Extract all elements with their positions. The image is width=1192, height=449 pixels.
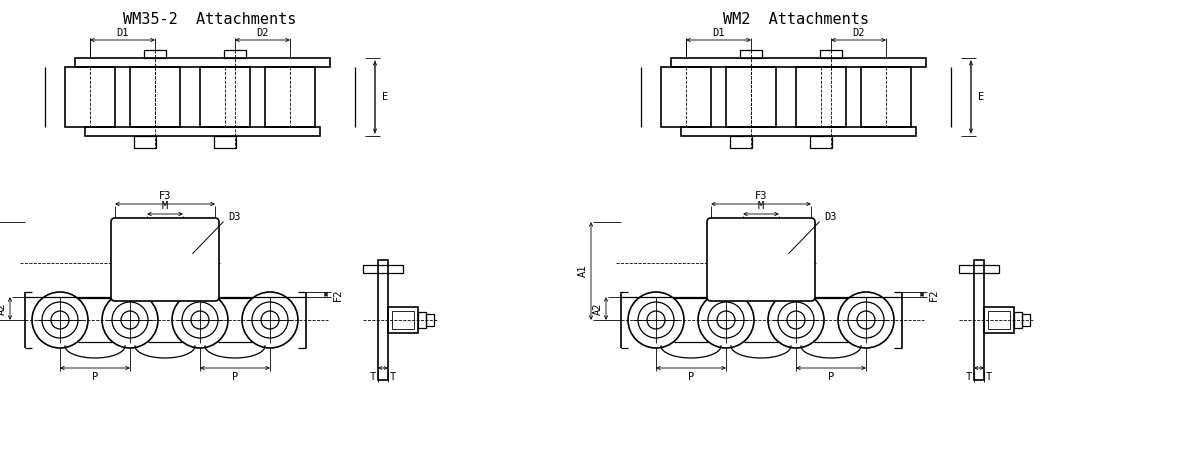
Text: P: P [828, 372, 834, 382]
FancyBboxPatch shape [707, 218, 815, 301]
Bar [378, 260, 389, 380]
Text: E: E [977, 92, 985, 102]
Bar [671, 58, 926, 67]
Text: F3: F3 [159, 191, 172, 201]
Bar [200, 67, 250, 127]
Bar [811, 136, 832, 148]
Bar [796, 67, 846, 127]
Bar [662, 67, 710, 127]
Bar [418, 312, 426, 328]
Bar [134, 136, 156, 148]
Bar [861, 67, 911, 127]
Text: D2: D2 [256, 28, 268, 38]
Bar [740, 50, 762, 58]
Bar [726, 67, 776, 127]
Text: D3: D3 [789, 212, 837, 254]
Text: D1: D1 [713, 28, 725, 38]
Text: F2: F2 [929, 288, 939, 301]
Bar [985, 307, 1014, 333]
Text: D3: D3 [193, 212, 241, 254]
Text: D2: D2 [852, 28, 864, 38]
Bar [389, 307, 418, 333]
Bar [730, 136, 752, 148]
Bar [144, 50, 166, 58]
Text: A1: A1 [578, 265, 588, 277]
Text: WM2  Attachments: WM2 Attachments [724, 12, 869, 27]
Text: P: P [688, 372, 694, 382]
Bar [392, 311, 414, 329]
Text: T: T [966, 372, 973, 382]
Bar [974, 260, 985, 380]
Text: M: M [162, 201, 168, 211]
Bar [364, 265, 403, 273]
Text: E: E [381, 92, 389, 102]
FancyBboxPatch shape [111, 218, 219, 301]
Text: T: T [370, 372, 377, 382]
Bar [130, 67, 180, 127]
Bar [960, 265, 999, 273]
Text: F2: F2 [333, 288, 343, 301]
Bar [265, 67, 315, 127]
Bar [215, 136, 236, 148]
Bar [681, 127, 915, 136]
Text: F3: F3 [755, 191, 768, 201]
Text: P: P [92, 372, 98, 382]
Bar [1022, 314, 1030, 326]
Bar [75, 58, 330, 67]
Text: A2: A2 [592, 302, 603, 315]
Text: D1: D1 [117, 28, 129, 38]
Bar [224, 50, 246, 58]
Bar [66, 67, 114, 127]
Text: P: P [232, 372, 238, 382]
Bar [988, 311, 1010, 329]
Text: T: T [986, 372, 992, 382]
Text: WM35-2  Attachments: WM35-2 Attachments [123, 12, 297, 27]
Bar [426, 314, 434, 326]
Bar [1014, 312, 1022, 328]
Bar [85, 127, 319, 136]
Text: T: T [390, 372, 396, 382]
Bar [820, 50, 842, 58]
Text: A2: A2 [0, 302, 7, 315]
Text: M: M [758, 201, 764, 211]
